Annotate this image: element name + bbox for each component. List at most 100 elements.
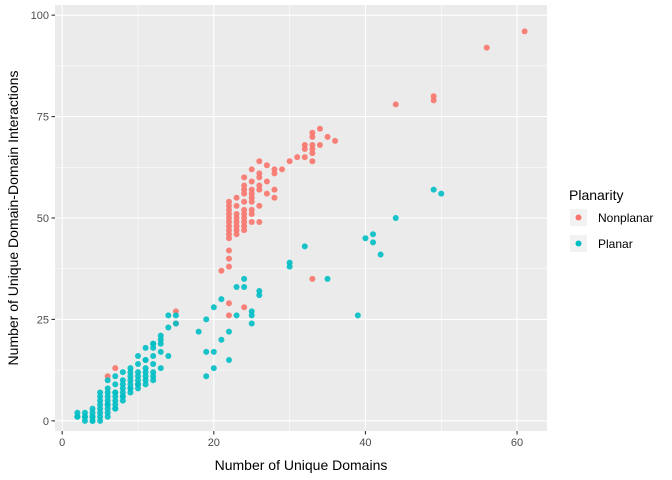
point-nonplanar (241, 227, 248, 234)
point-nonplanar (316, 141, 323, 148)
point-planar (97, 389, 104, 396)
point-nonplanar (225, 312, 232, 319)
point-nonplanar (271, 194, 278, 201)
point-nonplanar (248, 198, 255, 205)
point-planar (150, 340, 157, 347)
point-nonplanar (301, 154, 308, 161)
point-nonplanar (225, 247, 232, 254)
point-nonplanar (225, 263, 232, 270)
point-planar (165, 352, 172, 359)
point-planar (112, 381, 119, 388)
point-nonplanar (271, 170, 278, 177)
point-nonplanar (263, 162, 270, 169)
point-nonplanar (309, 275, 316, 282)
point-planar (172, 320, 179, 327)
data-points (74, 28, 528, 424)
point-nonplanar (256, 202, 263, 209)
point-nonplanar (225, 300, 232, 307)
y-tick-label: 50 (37, 213, 49, 225)
point-nonplanar (248, 166, 255, 173)
point-planar (150, 361, 157, 368)
point-nonplanar (256, 186, 263, 193)
point-planar (438, 190, 445, 197)
point-nonplanar (309, 133, 316, 140)
point-planar (430, 186, 437, 193)
point-planar (203, 348, 210, 355)
point-planar (225, 357, 232, 363)
point-planar (392, 215, 399, 221)
point-planar (203, 316, 210, 323)
point-nonplanar (225, 255, 232, 262)
point-planar (165, 324, 172, 331)
point-planar (157, 365, 164, 372)
point-planar (301, 243, 308, 250)
point-planar (74, 409, 81, 416)
point-planar (233, 312, 240, 319)
legend: Planarity Nonplanar Planar (569, 187, 653, 252)
y-tick-label: 100 (31, 10, 49, 22)
point-planar (218, 336, 225, 343)
point-nonplanar (241, 304, 248, 311)
point-planar (203, 373, 210, 380)
point-nonplanar (309, 150, 316, 157)
legend-item-planar: Planar (570, 235, 633, 252)
point-planar (256, 292, 263, 299)
legend-marker-planar (575, 240, 582, 247)
legend-title: Planarity (569, 187, 623, 203)
point-nonplanar (233, 202, 240, 209)
point-planar (172, 312, 179, 319)
legend-label-nonplanar: Nonplanar (598, 211, 653, 225)
point-nonplanar (248, 178, 255, 185)
major-gridlines (55, 5, 547, 431)
point-planar (150, 352, 157, 359)
x-tick-label: 40 (359, 437, 371, 449)
point-nonplanar (241, 174, 248, 181)
point-planar (135, 352, 142, 359)
point-nonplanar (233, 231, 240, 238)
point-nonplanar (225, 235, 232, 242)
point-planar (97, 417, 104, 424)
y-tick-label: 25 (37, 314, 49, 326)
point-planar (89, 417, 96, 424)
legend-marker-nonplanar (575, 214, 582, 221)
x-tick-label: 0 (59, 437, 65, 449)
point-nonplanar (241, 190, 248, 197)
point-planar (119, 397, 126, 404)
point-planar (370, 231, 377, 238)
point-nonplanar (218, 267, 225, 274)
legend-label-planar: Planar (598, 237, 633, 251)
point-planar (248, 320, 255, 327)
point-planar (362, 235, 369, 242)
point-nonplanar (392, 101, 399, 108)
point-planar (165, 312, 172, 319)
point-planar (225, 328, 232, 335)
point-planar (112, 373, 119, 380)
point-nonplanar (256, 158, 263, 165)
point-nonplanar (263, 178, 270, 185)
point-nonplanar (332, 137, 339, 144)
point-nonplanar (301, 146, 308, 153)
point-nonplanar (263, 190, 270, 197)
point-nonplanar (241, 198, 248, 205)
point-planar (370, 239, 377, 246)
point-planar (286, 263, 293, 270)
point-planar (127, 389, 134, 396)
point-planar (324, 275, 331, 282)
x-tick-label: 20 (208, 437, 220, 449)
point-nonplanar (112, 365, 119, 372)
point-planar (248, 312, 255, 319)
point-planar (81, 413, 88, 420)
point-nonplanar (248, 219, 255, 226)
y-tick-label: 0 (43, 416, 49, 428)
point-nonplanar (316, 125, 323, 132)
point-nonplanar (521, 28, 528, 35)
point-nonplanar (233, 194, 240, 201)
x-tick-label: 60 (511, 437, 523, 449)
point-nonplanar (324, 133, 331, 140)
point-planar (354, 312, 361, 319)
point-nonplanar (256, 219, 263, 226)
point-planar (157, 336, 164, 343)
point-nonplanar (286, 158, 293, 165)
y-tick-label: 75 (37, 112, 49, 124)
point-nonplanar (294, 154, 301, 161)
